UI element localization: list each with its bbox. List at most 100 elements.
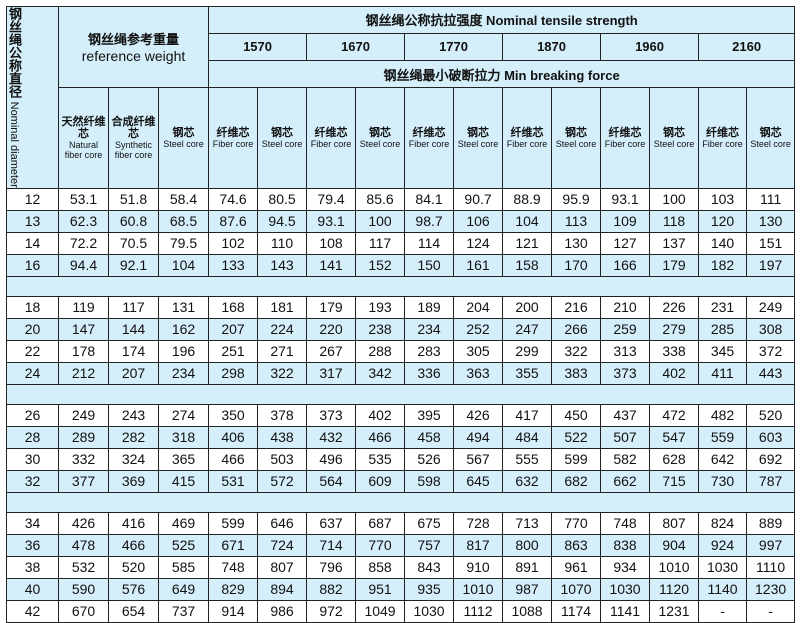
value-cell: 599 — [551, 447, 602, 471]
diameter-header: 钢丝绳公称直径 Nominal diameter — [6, 6, 59, 189]
value-cell: 210 — [600, 295, 651, 319]
value-cell: 197 — [746, 253, 796, 277]
value-cell: 247 — [502, 317, 553, 341]
value-cell: 224 — [257, 317, 308, 341]
value-cell: 267 — [306, 339, 357, 363]
value-cell: 924 — [698, 533, 748, 557]
value-cell: 100 — [355, 209, 406, 233]
value-cell: 882 — [306, 577, 357, 601]
value-cell: 104 — [157, 253, 210, 277]
value-cell: 817 — [453, 533, 504, 557]
table-row: 34 426 416 469 599 646 637 687 675 728 713 770 748 80… — [6, 511, 796, 535]
weight-col-header-cn: 钢芯 — [172, 126, 195, 139]
value-cell: 289 — [58, 425, 109, 449]
value-cell: 345 — [698, 339, 748, 363]
table-row: 12 53.1 51.8 58.4 74.6 80.5 79.4 85.6 84.1 90.7 88… — [6, 187, 796, 211]
value-cell: 200 — [502, 295, 553, 319]
value-cell: 252 — [453, 317, 504, 341]
table-row: 24 212 207 234 298 322 317 342 336 363 355 383 373 40… — [6, 361, 796, 385]
value-cell: 1030 — [698, 555, 748, 579]
value-cell: 637 — [306, 511, 357, 535]
diameter-header-cn: 钢丝绳公称直径 — [7, 7, 23, 98]
value-cell: 894 — [257, 577, 308, 601]
value-cell: 770 — [551, 511, 602, 535]
value-cell: 141 — [306, 253, 357, 277]
value-cell: 525 — [157, 533, 210, 557]
value-cell: 288 — [355, 339, 406, 363]
column-subheader-row: 天然纤维芯 Natural fiber core 合成纤维芯 Synthetic fi… — [7, 86, 796, 189]
steel-core-col-header: 钢芯 Steel core — [551, 86, 602, 189]
grade-header: 1770 — [404, 32, 504, 62]
value-cell: 313 — [600, 339, 651, 363]
diameter-cell: 32 — [6, 469, 59, 493]
value-cell: 494 — [453, 425, 504, 449]
weight-col-header: 合成纤维芯 Synthetic fiber core — [108, 86, 159, 189]
value-cell: 838 — [600, 533, 651, 557]
value-cell: 642 — [698, 447, 748, 471]
value-cell: 1141 — [600, 599, 651, 623]
weight-col-header-en: Steel core — [163, 138, 204, 149]
steel-core-col-header-cn: 钢芯 — [467, 126, 490, 139]
weight-col-header: 天然纤维芯 Natural fiber core — [58, 86, 109, 189]
value-cell: 365 — [157, 447, 210, 471]
value-cell: 807 — [649, 511, 700, 535]
fiber-core-col-header: 纤维芯 Fiber core — [306, 86, 357, 189]
table-row: 30 332 324 365 466 503 496 535 526 567 555 599 582 62… — [6, 447, 796, 471]
diameter-cell: 26 — [6, 403, 59, 427]
value-cell: 62.3 — [58, 209, 109, 233]
value-cell: 426 — [453, 403, 504, 427]
value-cell: 478 — [58, 533, 109, 557]
diameter-cell: 20 — [6, 317, 59, 341]
value-cell: 207 — [208, 317, 259, 341]
value-cell: 671 — [208, 533, 259, 557]
value-cell: 110 — [257, 231, 308, 255]
value-cell: 910 — [453, 555, 504, 579]
fiber-core-col-header-cn: 纤维芯 — [608, 126, 642, 139]
group-spacer-row — [5, 491, 796, 513]
value-cell: 127 — [600, 231, 651, 255]
grade-header: 1870 — [502, 32, 602, 62]
steel-core-col-header-cn: 钢芯 — [663, 126, 686, 139]
diameter-cell: 14 — [6, 231, 59, 255]
value-cell: 137 — [649, 231, 700, 255]
value-cell: 402 — [649, 361, 700, 385]
value-cell: 737 — [157, 599, 210, 623]
value-cell: 1010 — [649, 555, 700, 579]
value-cell: 338 — [649, 339, 700, 363]
value-cell: 415 — [157, 469, 210, 493]
value-cell: 322 — [257, 361, 308, 385]
value-cell: 724 — [257, 533, 308, 557]
value-cell: 168 — [208, 295, 259, 319]
value-cell: 79.4 — [306, 187, 357, 211]
value-cell: 914 — [208, 599, 259, 623]
value-cell: 632 — [502, 469, 553, 493]
value-cell: 800 — [502, 533, 553, 557]
value-cell: 317 — [306, 361, 357, 385]
value-cell: 662 — [600, 469, 651, 493]
value-cell: 935 — [404, 577, 455, 601]
diameter-cell: 30 — [6, 447, 59, 471]
value-cell: 204 — [453, 295, 504, 319]
value-cell: 770 — [355, 533, 406, 557]
value-cell: 535 — [355, 447, 406, 471]
group-spacer — [5, 383, 796, 405]
value-cell: 1231 — [649, 599, 700, 623]
value-cell: 576 — [108, 577, 159, 601]
value-cell: 1088 — [502, 599, 553, 623]
strength-header: 钢丝绳公称抗拉强度 Nominal tensile strength — [208, 6, 796, 34]
value-cell: 117 — [108, 295, 159, 319]
value-cell: 450 — [551, 403, 602, 427]
table-row: 20 147 144 162 207 224 220 238 234 252 247 266 259 27… — [6, 317, 796, 341]
value-cell: 609 — [355, 469, 406, 493]
value-cell: 728 — [453, 511, 504, 535]
value-cell: 417 — [502, 403, 553, 427]
value-cell: 496 — [306, 447, 357, 471]
value-cell: 934 — [600, 555, 651, 579]
value-cell: 74.6 — [208, 187, 259, 211]
value-cell: 438 — [257, 425, 308, 449]
steel-core-col-header-cn: 钢芯 — [271, 126, 294, 139]
value-cell: 179 — [649, 253, 700, 277]
value-cell: 466 — [208, 447, 259, 471]
value-cell: 266 — [551, 317, 602, 341]
value-cell: 243 — [108, 403, 159, 427]
